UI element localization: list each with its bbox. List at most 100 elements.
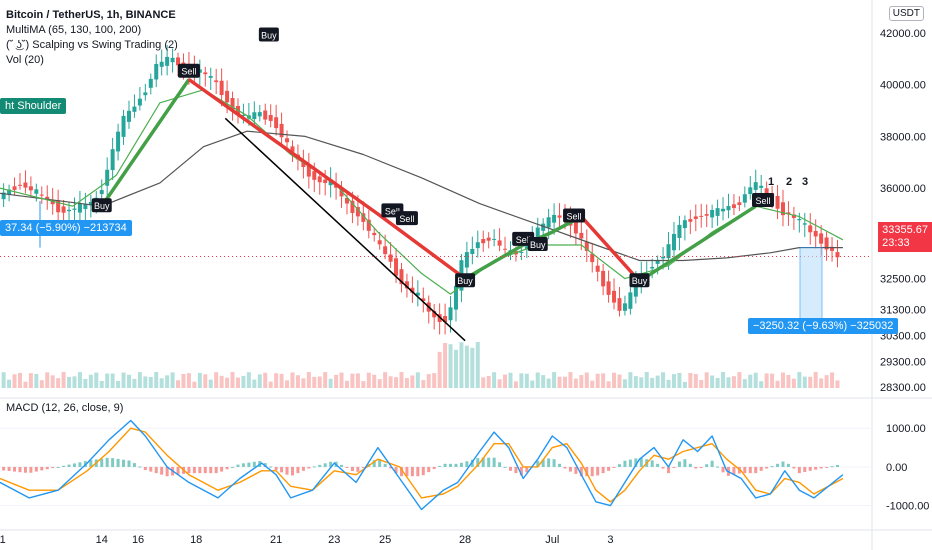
time-tick-label: Jul — [545, 534, 559, 546]
macd-histogram-bar — [67, 464, 71, 467]
currency-button[interactable]: USDT — [888, 6, 924, 21]
volume-bar — [285, 380, 290, 388]
candle-body — [748, 187, 753, 195]
volume-bar — [317, 376, 322, 388]
macd-histogram-bar — [209, 466, 213, 474]
candle-body — [682, 220, 687, 229]
macd-histogram-bar — [220, 466, 224, 472]
macd-histogram-bar — [716, 466, 720, 468]
volume-bar — [464, 345, 469, 388]
macd-histogram-bar — [296, 466, 300, 474]
indicator-label: MultiMA (65, 130, 100, 200) — [6, 24, 142, 36]
macd-histogram-bar — [34, 466, 38, 472]
swing-trend-line — [579, 215, 641, 283]
volume-bar — [699, 379, 704, 388]
candle-body — [99, 190, 104, 195]
volume-bar — [241, 375, 246, 388]
macd-histogram-bar — [323, 463, 327, 467]
candle-body — [633, 281, 638, 297]
macd-histogram-bar — [667, 466, 671, 474]
candle-body — [481, 239, 486, 244]
macd-histogram-bar — [443, 463, 447, 467]
macd-tick-label: -1000.00 — [886, 501, 929, 513]
candle-body — [710, 210, 715, 218]
volume-bar — [361, 381, 366, 388]
candle-body — [421, 298, 426, 302]
swing-trend-line — [187, 78, 467, 281]
volume-bar — [568, 372, 573, 388]
candle-body — [802, 223, 807, 225]
macd-histogram-bar — [612, 466, 616, 468]
macd-histogram-bar — [274, 466, 278, 471]
candle-body — [486, 237, 491, 241]
volume-bar — [541, 375, 546, 388]
volume-bar — [7, 379, 12, 388]
macd-histogram-bar — [661, 466, 665, 469]
volume-bar — [481, 377, 486, 388]
candle-body — [176, 57, 181, 66]
macd-histogram-bar — [127, 460, 131, 467]
volume-bar — [404, 378, 409, 388]
macd-histogram-bar — [683, 459, 687, 467]
macd-histogram-bar — [56, 466, 60, 468]
candle-body — [263, 110, 268, 120]
volume-bar — [410, 375, 415, 388]
candle-body — [453, 285, 458, 310]
macd-histogram-bar — [340, 464, 344, 467]
volume-bar — [159, 378, 164, 388]
candle-body — [671, 233, 676, 251]
macd-legend: MACD (12, 26, close, 9) — [6, 402, 124, 414]
candle-body — [432, 310, 437, 318]
volume-bar — [334, 374, 339, 388]
candle-body — [394, 258, 399, 276]
candle-body — [285, 138, 290, 143]
macd-histogram-bar — [498, 462, 502, 467]
candle-body — [377, 240, 382, 245]
macd-histogram-bar — [192, 466, 196, 474]
candle-body — [257, 112, 262, 117]
volume-bar — [56, 378, 61, 388]
signal-label: Sell — [567, 212, 582, 222]
candle-body — [808, 225, 813, 233]
macd-histogram-bar — [754, 466, 758, 474]
price-tick-label: 38000.00 — [880, 131, 926, 143]
volume-bar — [252, 379, 257, 388]
volume-bar — [132, 378, 137, 388]
macd-histogram-bar — [677, 461, 681, 467]
macd-histogram-bar — [705, 464, 709, 467]
macd-histogram-bar — [459, 462, 463, 467]
candle-body — [383, 246, 388, 255]
candle-body — [557, 215, 562, 218]
volume-bar — [671, 374, 676, 388]
right-measure-badge: −3250.32 (−9.63%) −325032 — [748, 318, 899, 334]
volume-bar — [426, 374, 431, 388]
macd-histogram-bar — [2, 466, 6, 471]
signal-label: Sell — [385, 206, 400, 216]
volume-bar — [497, 379, 502, 388]
candle-body — [301, 162, 306, 168]
volume-bar — [154, 372, 159, 388]
macd-histogram-bar — [487, 457, 491, 467]
volume-bar — [535, 372, 540, 388]
macd-histogram-bar — [547, 458, 551, 467]
macd-histogram-bar — [7, 466, 11, 471]
volume-bar — [225, 377, 230, 388]
volume-bar — [584, 372, 589, 388]
time-tick-label: 16 — [132, 534, 144, 546]
signal-marker — [752, 193, 774, 208]
candle-body — [344, 197, 349, 204]
macd-histogram-bar — [688, 463, 692, 467]
candle-body — [622, 303, 627, 311]
volume-bar — [731, 376, 736, 388]
candle-body — [470, 248, 475, 254]
candle-body — [835, 252, 840, 258]
volume-bar — [388, 376, 393, 388]
candle-body — [797, 219, 802, 221]
volume-bar — [105, 373, 110, 388]
volume-bar — [666, 379, 671, 388]
macd-histogram-bar — [770, 466, 774, 468]
volume-bar — [99, 380, 104, 388]
macd-histogram-bar — [13, 466, 17, 472]
indicator-label: Vol (20) — [6, 54, 44, 66]
